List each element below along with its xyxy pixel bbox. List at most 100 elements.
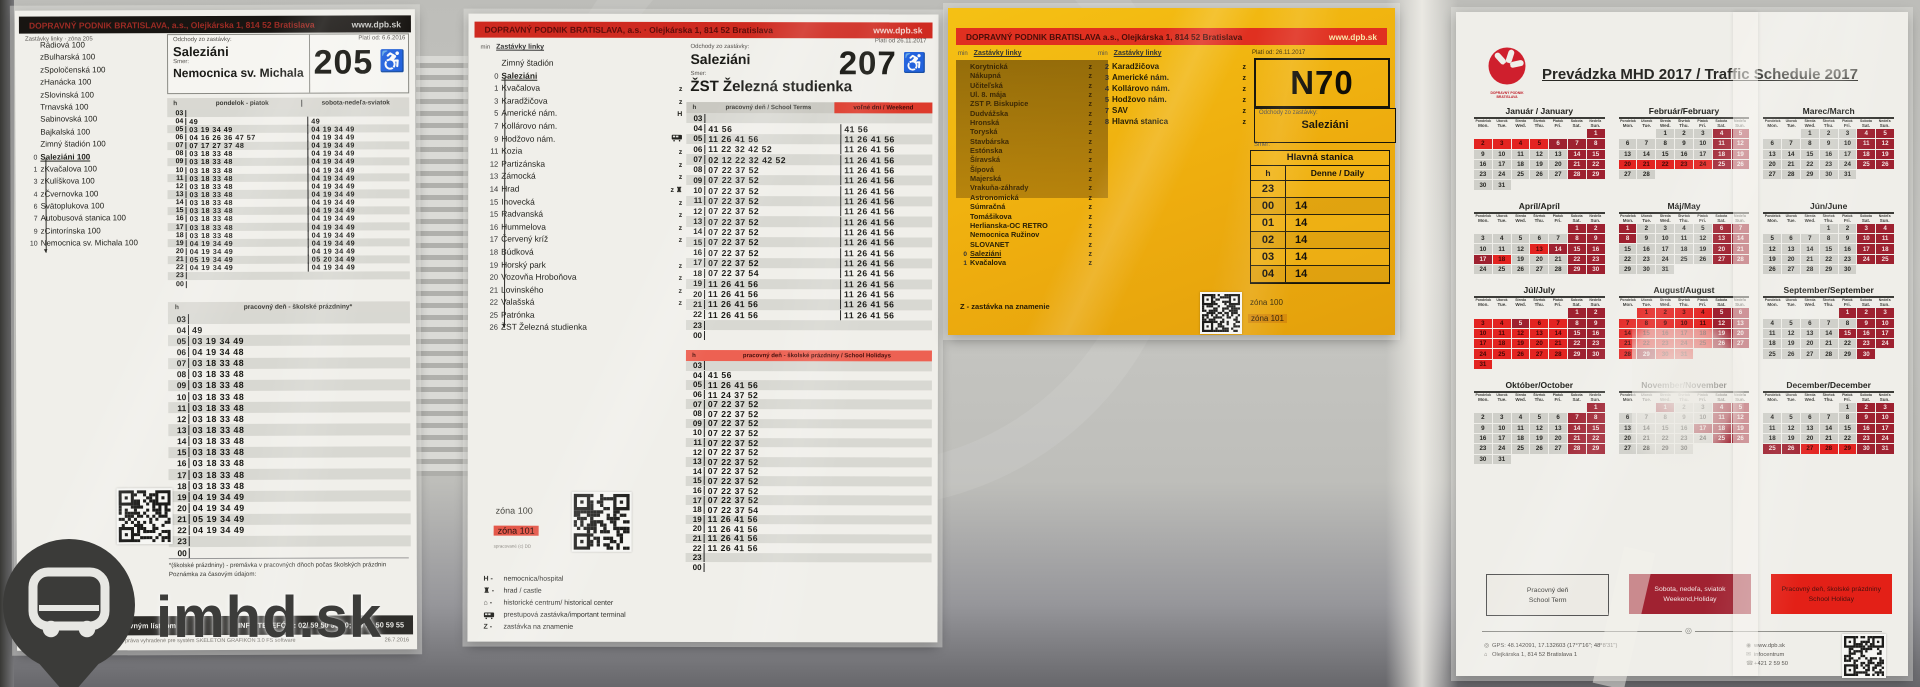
calendar-day: 3 [1656,223,1675,234]
stop-flag: z [1088,204,1093,212]
minutes-cell: 03 18 33 48 [192,391,245,402]
dow-label: Tue. [1786,217,1796,223]
building-icon: ⌂ [1484,652,1488,658]
empty-day [1820,403,1838,412]
dow-label: Sobota [1860,393,1872,398]
calendar-day: 26 [1763,264,1782,275]
minutes-cell: 03 19 34 49 [192,335,245,346]
stop-name: zKulíškova 100 [40,176,95,186]
stop-row: 15 Inovecká z [480,196,682,209]
calendar-day: 19 [1530,433,1549,444]
calendar-day: 3 [1492,413,1511,423]
minutes-cell: 03 18 33 48 [192,380,245,391]
calendar-day: 21 [1618,339,1637,349]
hour-cell: 20 [685,524,705,534]
hour-cell: 15 [167,207,187,215]
calendar-day: 30 [1838,264,1857,275]
workday-col-header: pracovný deň / School Terms [725,104,812,112]
minutes-cell: 03 18 33 48 [192,436,245,447]
calendar-day: 11 [1763,328,1782,339]
stop-row: Nemocnica Ružinov z [958,230,1092,239]
hour-cell: 08 [686,165,706,175]
dow-header-sk: Pondelok Utorok Streda Štvrtok Piatok Sobota N… [1474,214,1605,218]
dow-label: Štvrtok [1822,119,1835,123]
minutes-label: min [480,44,491,51]
calendar-month: Marec/March Pondelok Utorok Streda Štvrtok Pi… [1763,106,1894,190]
stop-name: Autobusová stanica 100 [40,213,127,224]
calendar-day: 29 [1568,264,1586,275]
dow-label: Mon. [1478,302,1489,308]
empty-day [1549,129,1567,138]
calendar-day: 12 [1712,318,1731,328]
calendar-day: 29 [1618,264,1637,275]
calendar-day: 10 [1693,139,1712,149]
stop-minutes: 10 [29,240,38,248]
stop-flag: z [678,212,683,220]
calendar-day: 13 [1782,244,1800,254]
timetable-row: 11 03 18 33 48 [168,401,411,414]
dow-label: Thu. [1823,397,1834,403]
calendar-day: 1 [1618,223,1637,234]
dow-label: Sat. [1861,302,1871,308]
calendar-day: 7 [1800,234,1819,244]
timetable-row: 19 11 26 41 56 11 26 41 56 [686,278,933,290]
calendar-month: Jún/June Pondelok Utorok Streda Štvrtok Piato… [1763,201,1894,275]
stop-flag: z [1088,213,1093,221]
calendar-day: 31 [1838,170,1857,180]
line-number: 207 [838,44,897,82]
hour-col-header: h [174,304,179,312]
stop-minutes: 3 [1104,73,1109,82]
stop-minutes: 1 [33,166,38,174]
stop-minutes: 2 [1104,62,1109,71]
hour-cell: 07 [685,399,705,409]
timetable-row: 00 [167,279,410,288]
calendar-day: 13 [1763,149,1782,159]
dow-label: Pondelok [1475,298,1492,303]
calendar-day: 21 [1800,254,1819,264]
dow-label: Sat. [1572,302,1581,308]
dpb-logo-caption: DOPRAVNÝ PODNIK BRATISLAVA [1490,91,1524,99]
minutes-cell-weekend: 11 26 41 56 [840,175,933,186]
school-holiday-col-header: pracovný deň - školské prázdniny* [243,303,353,311]
wheelchair-icon: ♿ [902,53,927,75]
dow-label: Thu. [1534,302,1545,308]
calendar-day: 25 [1511,170,1530,180]
calendar-day: 23 [1637,254,1656,264]
calendar-day: 4 [1693,308,1712,318]
calendar-day: 9 [1474,149,1492,159]
calendar-day: 26 [1782,444,1800,454]
timetable-schoolterm-weekend: h pracovný deň / School Terms voľné dni … [685,101,933,341]
dow-label: Nedeľa [1878,298,1891,303]
stop-name: Červený kríž [501,233,549,245]
dow-label: Piatok [1697,213,1708,218]
calendar-day: 6 [1763,139,1782,149]
calendar-day: 17 [1876,328,1894,339]
hour-cell: 14 [168,436,190,447]
dow-label: Utorok [1785,298,1797,303]
calendar-day: 20 [1530,254,1549,264]
agency-website: www.dpb.sk [873,25,923,36]
calendar-day: 19 [1763,254,1782,264]
calendar-day: 14 [1819,423,1838,433]
calendar-day: 4 [1511,413,1530,423]
stop-name: Búdková [501,246,534,257]
hour-cell: 19 [167,239,187,247]
calendar-day: 27 [1549,444,1568,454]
calendar-day: 1 [1637,308,1656,318]
calendar-day: 22 [1568,339,1586,349]
pin-icon: ◎ [1484,643,1490,649]
stop-row: zBulharská 100 [23,53,173,66]
direction-name: Hlavná stanica [1251,151,1389,166]
calendar-day: 13 [1530,328,1549,339]
hour-cell: 20 [686,289,706,299]
calendar-day: 30 [1474,454,1492,464]
empty-day [1763,403,1781,412]
calendar-day: 17 [1656,244,1675,254]
calendar-day: 10 [1656,234,1675,244]
dow-header-en: Mon. Tue. Wed. Thu. Fri. Sat. Sun. [1763,302,1894,307]
stop-minutes: 13 [489,171,499,181]
calendar-day: 30 [1857,444,1876,454]
stop-row: Rádiová 100 [23,40,173,53]
timetable-row: 00 [685,562,932,572]
